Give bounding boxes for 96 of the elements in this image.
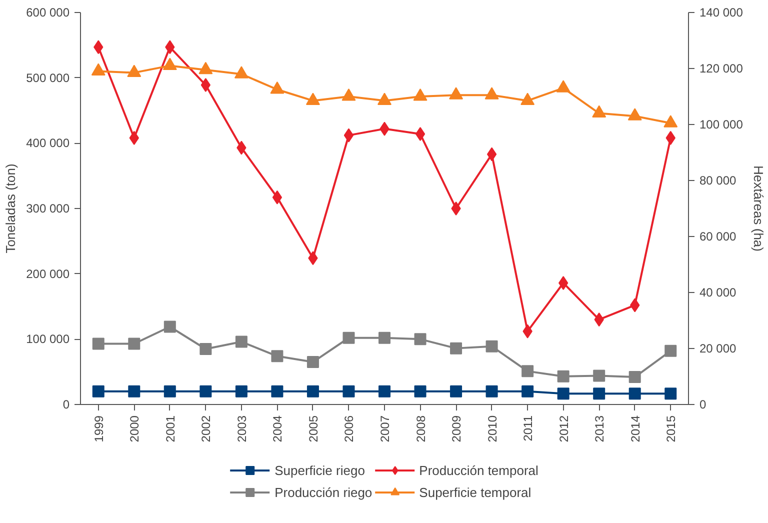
x-tick-label: 2001	[163, 415, 178, 442]
point	[593, 370, 606, 382]
point	[164, 320, 176, 333]
point	[344, 128, 354, 142]
legend-label: Producción riego	[274, 484, 372, 500]
y-tick-label: 100 000	[26, 332, 70, 346]
point	[128, 338, 140, 350]
legend-label: Producción temporal	[419, 462, 538, 478]
x-tick-label: 2004	[270, 415, 285, 442]
point	[306, 92, 320, 105]
point	[556, 80, 570, 92]
y-tick-label: 0	[62, 398, 70, 412]
point	[162, 58, 177, 70]
point	[664, 388, 677, 400]
x-tick-label: 2008	[414, 415, 428, 442]
x-tick-label: 2003	[234, 415, 249, 442]
x-tick-label: 2006	[342, 415, 356, 442]
y2-tick-label: 20 000	[700, 342, 737, 356]
y-axis-title: Toneladas (ton)	[3, 164, 18, 254]
y2-tick-label: 60 000	[700, 230, 737, 244]
legend-label: Superficie riego	[274, 462, 365, 478]
point	[520, 92, 535, 105]
x-tick-label: 2005	[306, 415, 320, 442]
point	[484, 87, 499, 100]
point	[628, 108, 642, 120]
point	[451, 202, 461, 216]
point	[522, 365, 534, 378]
point	[92, 338, 104, 350]
point	[235, 385, 248, 398]
point	[198, 62, 213, 74]
point	[592, 105, 606, 118]
point	[449, 87, 464, 100]
y2-tick-label: 100 000	[700, 118, 744, 132]
x-tick-label: 2012	[556, 415, 571, 442]
y2-tick-label: 140 000	[700, 6, 744, 20]
x-tick-label: 2014	[628, 415, 642, 442]
legend-label: Superficie temporal	[419, 484, 532, 500]
point	[200, 385, 212, 398]
point	[378, 92, 392, 105]
x-tick-label: 2013	[592, 415, 607, 442]
point	[557, 388, 570, 400]
point	[306, 356, 319, 368]
x-tick-label: 2000	[128, 415, 142, 442]
point	[92, 385, 104, 398]
point	[414, 385, 426, 398]
y-tick-label: 300 000	[26, 202, 70, 216]
y2-tick-label: 40 000	[700, 286, 737, 300]
point	[342, 385, 355, 398]
point	[200, 342, 212, 355]
point	[413, 88, 428, 101]
point	[271, 385, 284, 398]
point	[378, 385, 390, 398]
y2-tick-label: 0	[700, 398, 706, 412]
y2-tick-label: 120 000	[700, 62, 744, 76]
point	[235, 336, 248, 348]
y-tick-label: 400 000	[26, 136, 70, 150]
point	[271, 350, 284, 362]
y-tick-label: 500 000	[26, 70, 70, 85]
point	[664, 344, 677, 357]
point	[164, 385, 176, 398]
x-tick-label: 2011	[521, 415, 536, 442]
point	[306, 385, 319, 398]
point	[664, 115, 678, 128]
point	[270, 81, 284, 94]
point	[414, 333, 426, 346]
y2-tick-label: 80 000	[700, 174, 737, 188]
x-tick-label: 2009	[450, 415, 464, 442]
point	[486, 385, 498, 398]
point	[200, 78, 211, 92]
point	[415, 127, 426, 142]
y-tick-label: 600 000	[26, 6, 70, 20]
point	[628, 371, 641, 384]
point	[486, 147, 497, 162]
point	[234, 66, 248, 78]
x-tick-label: 2015	[664, 415, 678, 442]
y2-axis-title: Hextáreas (ha)	[750, 166, 766, 252]
point	[450, 342, 462, 354]
x-tick-label: 1999	[92, 415, 106, 442]
point	[127, 64, 142, 77]
x-tick-label: 2010	[485, 415, 500, 442]
x-tick-label: 2007	[378, 415, 392, 442]
point	[557, 370, 570, 382]
point	[342, 88, 356, 101]
point	[91, 63, 106, 76]
point	[128, 385, 140, 398]
point	[593, 388, 606, 400]
point	[558, 276, 568, 290]
point	[342, 332, 355, 344]
point	[378, 332, 390, 344]
point	[450, 385, 462, 398]
y-tick-label: 200 000	[26, 266, 70, 281]
x-tick-label: 2002	[199, 415, 214, 442]
point	[628, 388, 641, 400]
point	[522, 385, 534, 398]
point	[486, 340, 498, 352]
point	[272, 190, 282, 204]
